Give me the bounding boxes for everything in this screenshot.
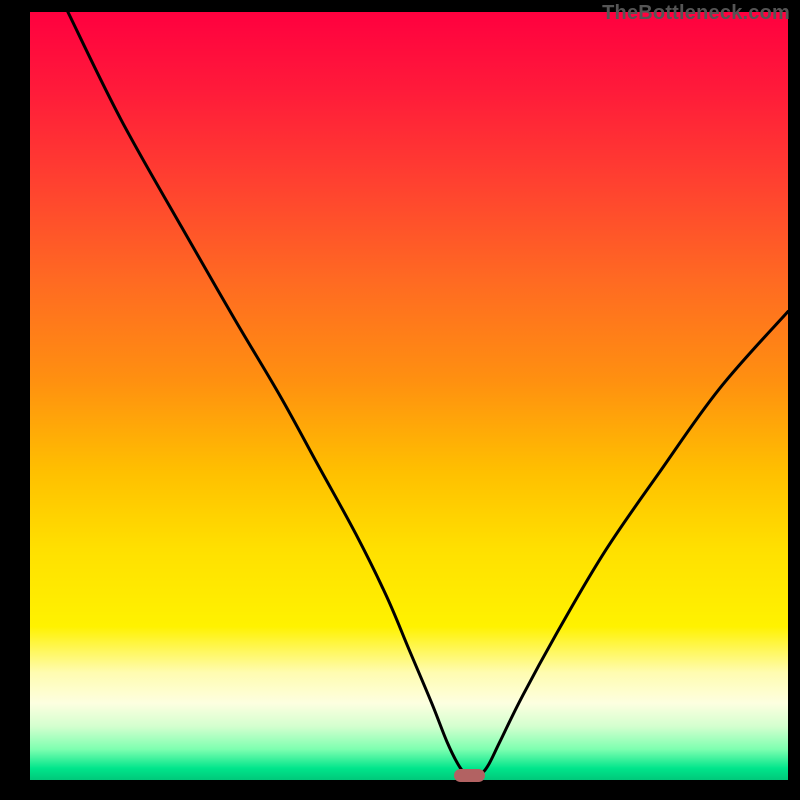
watermark-label: TheBottleneck.com bbox=[602, 2, 790, 25]
plot-area bbox=[30, 12, 788, 780]
chart-frame: TheBottleneck.com bbox=[0, 0, 800, 800]
bottleneck-curve bbox=[30, 12, 788, 780]
min-marker bbox=[454, 769, 484, 781]
